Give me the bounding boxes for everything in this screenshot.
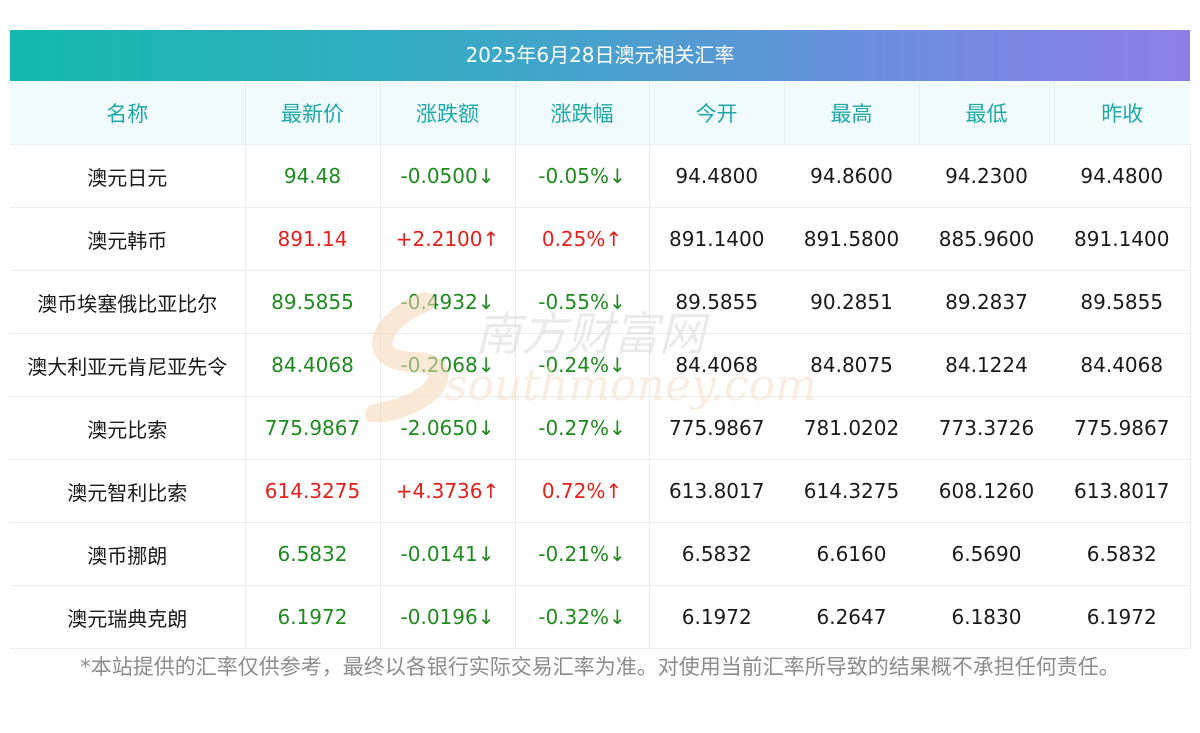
table-row: 澳大利亚元肯尼亚先令 84.4068 -0.2068↓ -0.24%↓ 84.4068 8…: [10, 333, 1191, 397]
change-amount: +2.2100↑: [380, 207, 516, 271]
prev-close-price: 84.4068: [1054, 333, 1191, 397]
table-row: 澳元智利比索 614.3275 +4.3736↑ 0.72%↑ 613.8017 614.…: [10, 459, 1191, 523]
change-percent: -0.27%↓: [515, 396, 650, 460]
change-amount: -0.2068↓: [380, 333, 516, 397]
column-header-latest: 最新价: [245, 81, 381, 145]
table-row: 澳币挪朗 6.5832 -0.0141↓ -0.21%↓ 6.5832 6.6160 6.5…: [10, 522, 1191, 586]
low-price: 773.3726: [919, 396, 1054, 460]
currency-pair-name: 澳元日元: [10, 144, 246, 208]
change-amount: -0.4932↓: [380, 270, 516, 334]
low-price: 94.2300: [919, 144, 1054, 208]
prev-close-price: 94.4800: [1054, 144, 1191, 208]
change-amount: -2.0650↓: [380, 396, 516, 460]
latest-price: 6.1972: [245, 585, 381, 649]
disclaimer-note: *本站提供的汇率仅供参考，最终以各银行实际交易汇率为准。对使用当前汇率所导致的结…: [80, 655, 1120, 679]
latest-price: 6.5832: [245, 522, 381, 586]
table-title: 2025年6月28日澳元相关汇率: [10, 30, 1190, 81]
open-price: 94.4800: [649, 144, 784, 208]
prev-close-price: 6.1972: [1054, 585, 1191, 649]
open-price: 613.8017: [649, 459, 784, 523]
low-price: 6.5690: [919, 522, 1054, 586]
low-price: 608.1260: [919, 459, 1054, 523]
currency-pair-name: 澳币挪朗: [10, 522, 246, 586]
high-price: 6.6160: [784, 522, 919, 586]
high-price: 781.0202: [784, 396, 919, 460]
currency-pair-name: 澳元韩币: [10, 207, 246, 271]
currency-pair-name: 澳元智利比索: [10, 459, 246, 523]
change-amount: -0.0196↓: [380, 585, 516, 649]
change-percent: 0.25%↑: [515, 207, 650, 271]
change-percent: -0.21%↓: [515, 522, 650, 586]
prev-close-price: 775.9867: [1054, 396, 1191, 460]
latest-price: 614.3275: [245, 459, 381, 523]
high-price: 84.8075: [784, 333, 919, 397]
change-percent: -0.55%↓: [515, 270, 650, 334]
change-percent: -0.24%↓: [515, 333, 650, 397]
low-price: 885.9600: [919, 207, 1054, 271]
column-header-change-pct: 涨跌幅: [515, 81, 650, 145]
currency-pair-name: 澳币埃塞俄比亚比尔: [10, 270, 246, 334]
latest-price: 775.9867: [245, 396, 381, 460]
prev-close-price: 891.1400: [1054, 207, 1191, 271]
rate-table: 名称 最新价 涨跌额 涨跌幅 今开 最高 最低 昨收 澳元日元 94.48 -0.0…: [10, 81, 1191, 649]
column-header-open: 今开: [649, 81, 785, 145]
low-price: 84.1224: [919, 333, 1054, 397]
open-price: 84.4068: [649, 333, 784, 397]
column-header-name: 名称: [10, 81, 246, 145]
high-price: 891.5800: [784, 207, 919, 271]
column-header-prev-close: 昨收: [1054, 81, 1190, 145]
high-price: 614.3275: [784, 459, 919, 523]
open-price: 6.1972: [649, 585, 784, 649]
prev-close-price: 6.5832: [1054, 522, 1191, 586]
open-price: 6.5832: [649, 522, 784, 586]
table-row: 澳元瑞典克朗 6.1972 -0.0196↓ -0.32%↓ 6.1972 6.2647 6…: [10, 585, 1191, 649]
table-row: 澳元日元 94.48 -0.0500↓ -0.05%↓ 94.4800 94.8600 94…: [10, 144, 1191, 208]
rate-table-panel: 2025年6月28日澳元相关汇率 名称 最新价 涨跌额 涨跌幅 今开 最高 最低…: [10, 30, 1191, 649]
change-percent: -0.05%↓: [515, 144, 650, 208]
change-amount: +4.3736↑: [380, 459, 516, 523]
column-header-high: 最高: [784, 81, 920, 145]
currency-pair-name: 澳元瑞典克朗: [10, 585, 246, 649]
header-row: 名称 最新价 涨跌额 涨跌幅 今开 最高 最低 昨收: [10, 81, 1190, 145]
table-row: 澳元比索 775.9867 -2.0650↓ -0.27%↓ 775.9867 781.0…: [10, 396, 1191, 460]
latest-price: 84.4068: [245, 333, 381, 397]
open-price: 891.1400: [649, 207, 784, 271]
prev-close-price: 89.5855: [1054, 270, 1191, 334]
high-price: 94.8600: [784, 144, 919, 208]
currency-pair-name: 澳元比索: [10, 396, 246, 460]
change-percent: 0.72%↑: [515, 459, 650, 523]
high-price: 6.2647: [784, 585, 919, 649]
open-price: 89.5855: [649, 270, 784, 334]
table-row: 澳币埃塞俄比亚比尔 89.5855 -0.4932↓ -0.55%↓ 89.5855 90…: [10, 270, 1191, 334]
change-amount: -0.0500↓: [380, 144, 516, 208]
open-price: 775.9867: [649, 396, 784, 460]
low-price: 6.1830: [919, 585, 1054, 649]
table-row: 澳元韩币 891.14 +2.2100↑ 0.25%↑ 891.1400 891.5800…: [10, 207, 1191, 271]
latest-price: 89.5855: [245, 270, 381, 334]
currency-pair-name: 澳大利亚元肯尼亚先令: [10, 333, 246, 397]
change-percent: -0.32%↓: [515, 585, 650, 649]
change-amount: -0.0141↓: [380, 522, 516, 586]
column-header-change: 涨跌额: [380, 81, 516, 145]
low-price: 89.2837: [919, 270, 1054, 334]
high-price: 90.2851: [784, 270, 919, 334]
latest-price: 891.14: [245, 207, 381, 271]
prev-close-price: 613.8017: [1054, 459, 1191, 523]
latest-price: 94.48: [245, 144, 381, 208]
column-header-low: 最低: [919, 81, 1055, 145]
